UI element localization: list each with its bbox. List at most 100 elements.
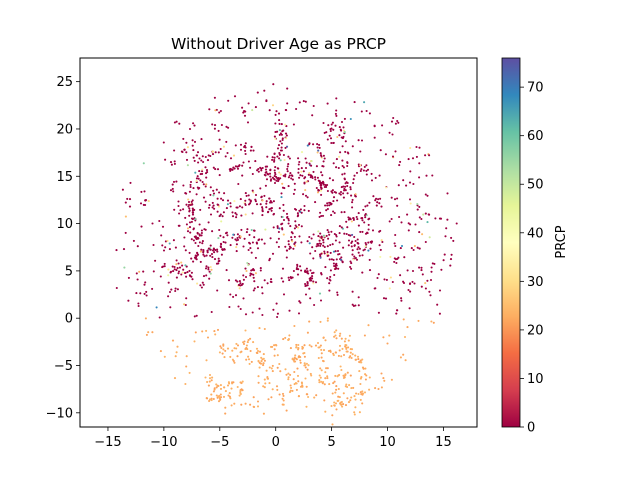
data-point xyxy=(139,292,142,295)
data-point xyxy=(226,151,229,155)
data-point xyxy=(322,165,325,168)
data-point xyxy=(334,124,337,127)
data-point xyxy=(335,258,338,261)
data-point xyxy=(185,192,188,195)
data-point xyxy=(416,202,419,206)
data-point xyxy=(424,212,427,215)
data-point xyxy=(251,172,254,176)
data-point xyxy=(231,211,234,214)
data-point xyxy=(366,168,370,171)
data-point xyxy=(348,384,351,387)
data-point xyxy=(388,334,391,337)
data-point xyxy=(343,211,346,214)
data-point xyxy=(302,193,305,196)
data-point xyxy=(212,204,215,207)
data-point xyxy=(151,287,154,290)
data-point xyxy=(312,104,315,108)
data-point xyxy=(335,267,338,270)
data-point xyxy=(306,270,309,273)
data-point xyxy=(340,256,343,259)
data-point xyxy=(337,354,340,357)
data-point xyxy=(299,361,302,364)
data-point xyxy=(326,102,329,105)
data-point xyxy=(227,394,230,397)
data-point xyxy=(208,277,211,280)
data-point xyxy=(258,350,262,353)
x-tick-label: 0 xyxy=(272,435,280,450)
data-point xyxy=(372,195,375,198)
data-point xyxy=(370,179,374,182)
data-point xyxy=(367,241,370,244)
data-point xyxy=(289,389,292,392)
data-point xyxy=(338,134,341,137)
data-point xyxy=(329,129,332,133)
data-point xyxy=(428,236,431,239)
data-point xyxy=(341,164,344,168)
data-point xyxy=(396,309,399,312)
data-point xyxy=(227,381,230,384)
data-point xyxy=(320,252,323,255)
data-point xyxy=(418,205,421,208)
data-point xyxy=(168,248,171,251)
data-point xyxy=(349,186,352,189)
data-point xyxy=(151,222,154,225)
data-point xyxy=(273,135,276,138)
data-point xyxy=(326,245,329,248)
data-point xyxy=(185,158,189,161)
data-point xyxy=(265,206,268,209)
data-point xyxy=(264,168,268,171)
data-point xyxy=(121,188,124,191)
data-point xyxy=(346,161,349,164)
data-point xyxy=(364,367,367,370)
data-point xyxy=(194,254,197,257)
data-point xyxy=(338,252,341,256)
data-point xyxy=(325,209,328,212)
data-point xyxy=(217,205,221,208)
data-point xyxy=(326,254,329,257)
data-point xyxy=(354,358,357,361)
data-point xyxy=(331,243,334,246)
data-point xyxy=(185,151,188,154)
data-point xyxy=(144,199,147,202)
data-point xyxy=(318,292,322,295)
data-point xyxy=(319,299,323,302)
data-point xyxy=(308,235,311,239)
data-point xyxy=(306,368,309,371)
data-point xyxy=(211,153,215,156)
data-point xyxy=(200,248,203,251)
data-point xyxy=(306,196,309,199)
data-point xyxy=(400,244,404,248)
data-point xyxy=(248,198,251,201)
data-point xyxy=(361,271,364,274)
data-point xyxy=(342,403,345,406)
data-point xyxy=(206,397,209,400)
data-point xyxy=(335,388,338,391)
data-point xyxy=(275,385,279,388)
data-point xyxy=(154,259,157,262)
data-point xyxy=(239,391,242,394)
data-point xyxy=(334,374,337,377)
data-point xyxy=(355,392,358,395)
data-point xyxy=(207,266,210,269)
data-point xyxy=(282,399,285,402)
data-point xyxy=(211,150,214,153)
data-point xyxy=(383,278,386,281)
data-point xyxy=(187,200,191,204)
data-point xyxy=(236,236,239,240)
data-point xyxy=(285,256,288,259)
data-point xyxy=(278,153,281,156)
data-point xyxy=(353,395,356,398)
data-point xyxy=(378,244,381,247)
data-point xyxy=(253,229,256,232)
data-point xyxy=(360,217,363,220)
y-tick-label: 10 xyxy=(56,217,73,232)
data-point xyxy=(171,339,175,342)
data-point xyxy=(126,197,129,200)
data-point xyxy=(298,176,301,179)
data-point xyxy=(338,334,341,337)
data-point xyxy=(203,255,206,258)
data-point xyxy=(287,155,290,158)
data-point xyxy=(328,258,331,261)
data-point xyxy=(368,112,371,115)
data-point xyxy=(209,154,212,158)
